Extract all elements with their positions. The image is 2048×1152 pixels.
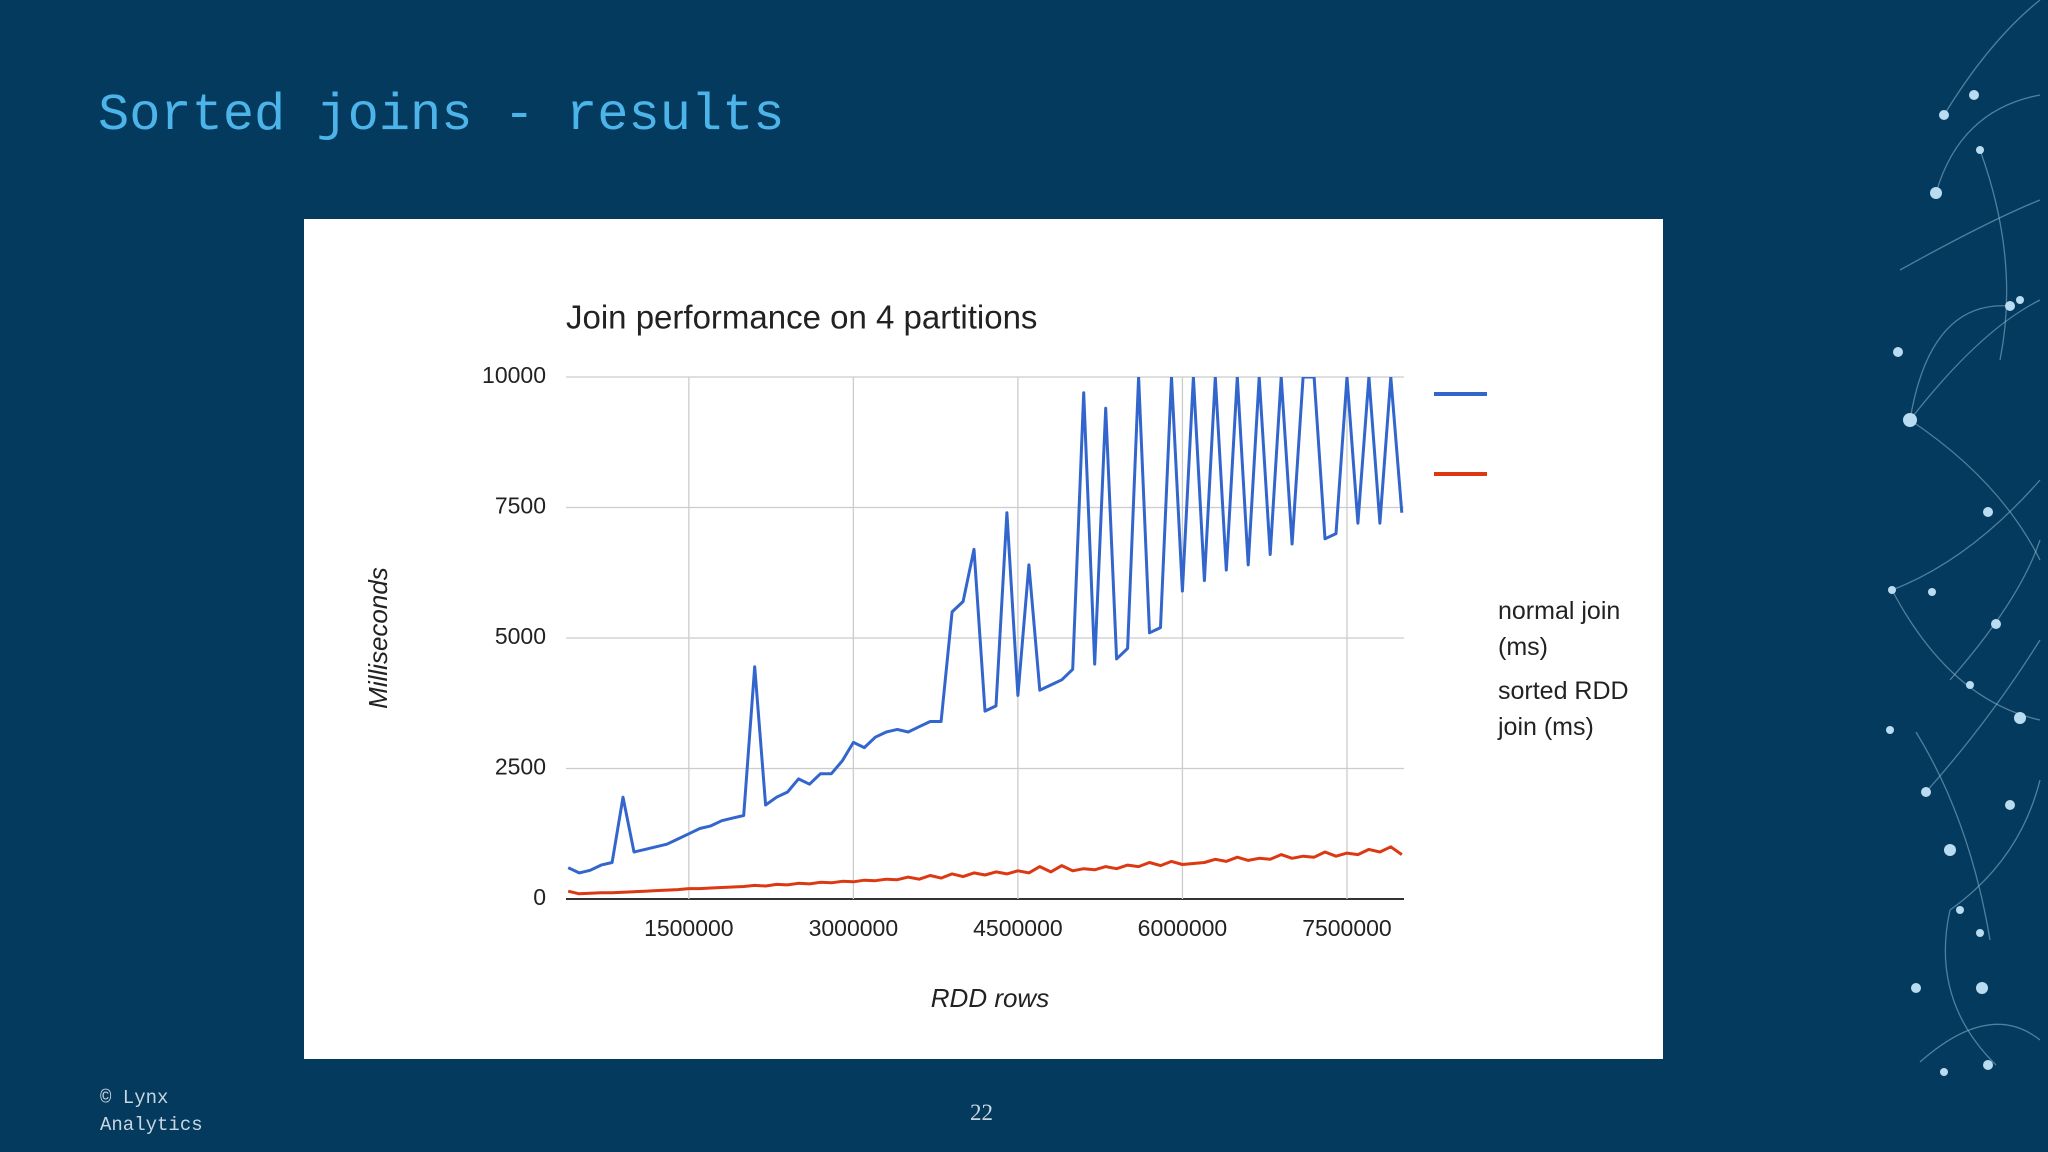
series-line (567, 845, 1403, 896)
chart-title: Join performance on 4 partitions (566, 299, 1037, 336)
x-tick-label: 7500000 (1302, 915, 1392, 941)
legend-label: normal join (ms) (1498, 597, 1621, 661)
series-line (567, 377, 1404, 875)
decoration (1886, 0, 2041, 1076)
legend-label: sorted RDD join (ms) (1498, 677, 1629, 741)
chart-card: Join performance on 4 partitions RDD row… (304, 219, 1663, 1059)
y-tick-label: 7500 (495, 493, 546, 519)
y-tick-label: 0 (533, 884, 546, 910)
page-number: 22 (970, 1100, 993, 1125)
y-axis-label: Milliseconds (363, 567, 393, 709)
x-tick-label: 3000000 (809, 915, 899, 941)
x-tick-label: 1500000 (644, 915, 734, 941)
x-tick-label: 4500000 (973, 915, 1063, 941)
footer: © Lynx Analytics (100, 1087, 203, 1136)
y-tick-label: 10000 (482, 362, 546, 388)
y-tick-label: 2500 (495, 754, 546, 780)
y-tick-label: 5000 (495, 623, 546, 649)
chart: Join performance on 4 partitions RDD row… (363, 299, 1487, 1013)
x-axis-label: RDD rows (931, 983, 1049, 1013)
plot (567, 377, 1404, 896)
x-tick-label: 6000000 (1138, 915, 1228, 941)
slide-title: Sorted joins - results (98, 86, 785, 145)
